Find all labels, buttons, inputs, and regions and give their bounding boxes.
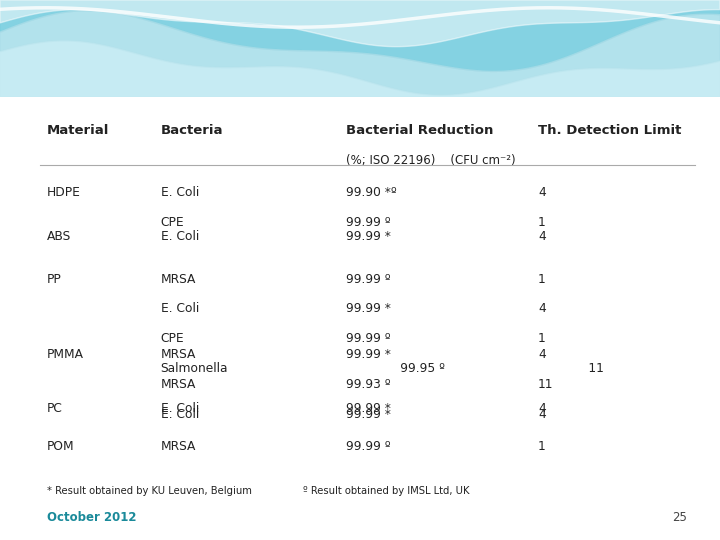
Text: 99.99 º: 99.99 º bbox=[346, 216, 390, 229]
Text: Bacterial Reduction: Bacterial Reduction bbox=[346, 124, 493, 137]
Text: E. Coli: E. Coli bbox=[161, 230, 199, 242]
Text: Bacteria: Bacteria bbox=[161, 124, 223, 137]
Text: 99.99 *: 99.99 * bbox=[346, 408, 391, 421]
Text: E. Coli: E. Coli bbox=[161, 408, 199, 421]
Text: 11: 11 bbox=[538, 378, 554, 391]
Text: PMMA: PMMA bbox=[47, 348, 84, 361]
Text: 99.99 *: 99.99 * bbox=[346, 402, 391, 415]
Text: 99.95 º: 99.95 º bbox=[346, 362, 445, 375]
Text: 1: 1 bbox=[538, 332, 546, 345]
Text: 1: 1 bbox=[538, 216, 546, 229]
Text: CPE: CPE bbox=[161, 332, 184, 345]
Text: Material: Material bbox=[47, 124, 109, 137]
Text: * Result obtained by KU Leuven, Belgium: * Result obtained by KU Leuven, Belgium bbox=[47, 486, 252, 496]
Text: Salmonella: Salmonella bbox=[161, 362, 228, 375]
Text: 4: 4 bbox=[538, 348, 546, 361]
Text: HDPE: HDPE bbox=[47, 186, 81, 199]
Text: 99.99 *: 99.99 * bbox=[346, 348, 391, 361]
Text: MRSA: MRSA bbox=[161, 273, 196, 286]
Text: 99.99 *: 99.99 * bbox=[346, 230, 391, 242]
Text: E. Coli: E. Coli bbox=[161, 186, 199, 199]
Text: PC: PC bbox=[47, 402, 63, 415]
Text: 99.90 *º: 99.90 *º bbox=[346, 186, 397, 199]
Text: 4: 4 bbox=[538, 408, 546, 421]
Text: PP: PP bbox=[47, 273, 62, 286]
Text: 11: 11 bbox=[538, 362, 604, 375]
Text: MRSA: MRSA bbox=[161, 378, 196, 391]
Text: October 2012: October 2012 bbox=[47, 511, 136, 524]
Text: 99.99 *: 99.99 * bbox=[346, 302, 391, 315]
Text: 4: 4 bbox=[538, 302, 546, 315]
Text: POM: POM bbox=[47, 440, 74, 453]
Text: 99.99 º: 99.99 º bbox=[346, 440, 390, 453]
Text: CPE: CPE bbox=[161, 216, 184, 229]
Text: E. Coli: E. Coli bbox=[161, 302, 199, 315]
Text: E. Coli: E. Coli bbox=[161, 402, 199, 415]
Text: 4: 4 bbox=[538, 230, 546, 242]
Text: 4: 4 bbox=[538, 402, 546, 415]
Text: 99.93 º: 99.93 º bbox=[346, 378, 390, 391]
Text: ABS: ABS bbox=[47, 230, 71, 242]
Text: (%; ISO 22196)    (CFU cm⁻²): (%; ISO 22196) (CFU cm⁻²) bbox=[346, 154, 516, 167]
Text: Th. Detection Limit: Th. Detection Limit bbox=[538, 124, 681, 137]
Text: 25: 25 bbox=[672, 511, 688, 524]
Text: 99.99 º: 99.99 º bbox=[346, 332, 390, 345]
Text: 4: 4 bbox=[538, 186, 546, 199]
Text: 99.99 º: 99.99 º bbox=[346, 273, 390, 286]
Text: Bacterial Reduction Test after 24hrs: Bacterial Reduction Test after 24hrs bbox=[77, 51, 643, 79]
Polygon shape bbox=[0, 0, 720, 97]
Text: 1: 1 bbox=[538, 273, 546, 286]
Text: MRSA: MRSA bbox=[161, 348, 196, 361]
Text: 1: 1 bbox=[538, 440, 546, 453]
Text: MRSA: MRSA bbox=[161, 440, 196, 453]
Text: º Result obtained by IMSL Ltd, UK: º Result obtained by IMSL Ltd, UK bbox=[303, 486, 469, 496]
